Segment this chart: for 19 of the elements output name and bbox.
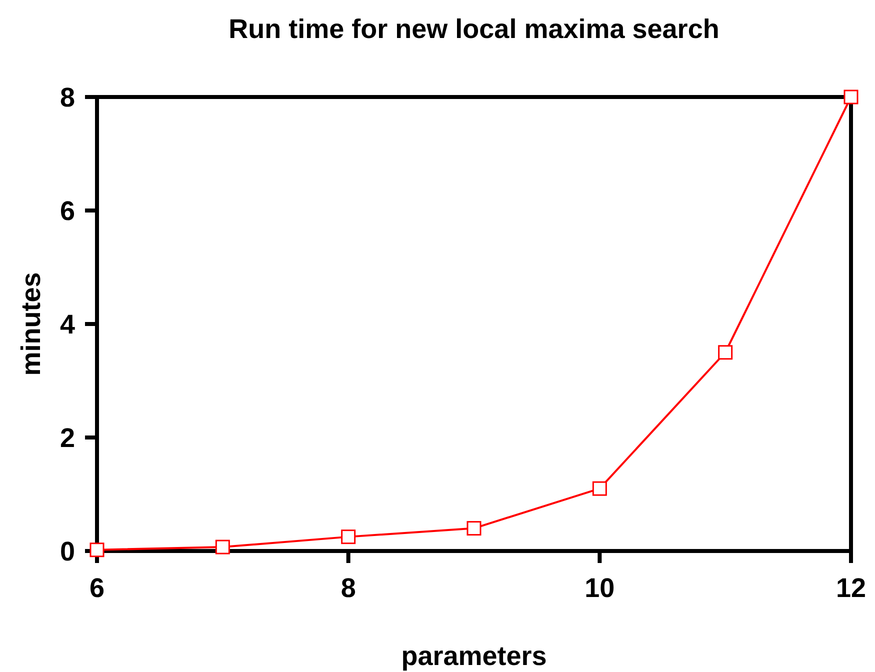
point (466, 521, 482, 536)
x-tick-label: 12 (836, 573, 866, 603)
point (844, 90, 858, 104)
x-tick-label: 6 (89, 573, 105, 603)
y-tick-label: 4 (60, 309, 75, 340)
chart-title: Run time for new local maxima search (228, 14, 720, 44)
point (592, 481, 607, 496)
y-tick-label: 6 (60, 196, 75, 226)
y-axis-title: minutes (16, 272, 46, 376)
x-axis-title: parameters (401, 641, 547, 671)
y-tick-label: 0 (60, 536, 75, 566)
point (341, 530, 356, 544)
x-tick-label: 10 (584, 573, 615, 603)
y-tick-label: 8 (60, 82, 75, 112)
y-tick-label: 2 (60, 422, 75, 453)
point (718, 345, 733, 360)
x-tick-label: 8 (340, 573, 356, 603)
point (215, 540, 230, 554)
point (90, 542, 104, 558)
